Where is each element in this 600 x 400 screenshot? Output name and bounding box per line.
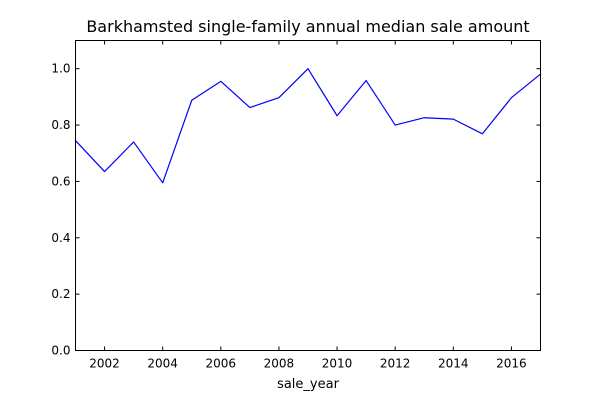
- x-axis: 2002 2004 2006 2008 2010 2012 2014 2016: [89, 40, 527, 371]
- x-tick-label: 2016: [496, 357, 527, 371]
- y-tick-label: 0.6: [51, 174, 70, 188]
- x-axis-label: sale_year: [277, 377, 340, 392]
- y-tick-label: 0.4: [51, 231, 70, 245]
- x-tick-label: 2014: [438, 357, 469, 371]
- y-tick-label: 0.8: [51, 118, 70, 132]
- y-axis: 0.0 0.2 0.4 0.6 0.8 1.0: [51, 62, 541, 358]
- y-tick-label: 0.2: [51, 287, 70, 301]
- series-line-0: [74, 68, 542, 184]
- x-tick-label: 2002: [89, 357, 120, 371]
- x-tick-label: 2012: [380, 357, 411, 371]
- y-tick-label: 1.0: [51, 62, 70, 76]
- plot-area: [74, 68, 542, 184]
- x-tick-label: 2008: [264, 357, 295, 371]
- chart-title: Barkhamsted single-family annual median …: [86, 17, 529, 36]
- x-tick-label: 2006: [206, 357, 237, 371]
- y-tick-label: 0.0: [51, 344, 70, 358]
- x-tick-label: 2004: [147, 357, 178, 371]
- axes-frame: [75, 40, 541, 351]
- x-tick-label: 2010: [322, 357, 353, 371]
